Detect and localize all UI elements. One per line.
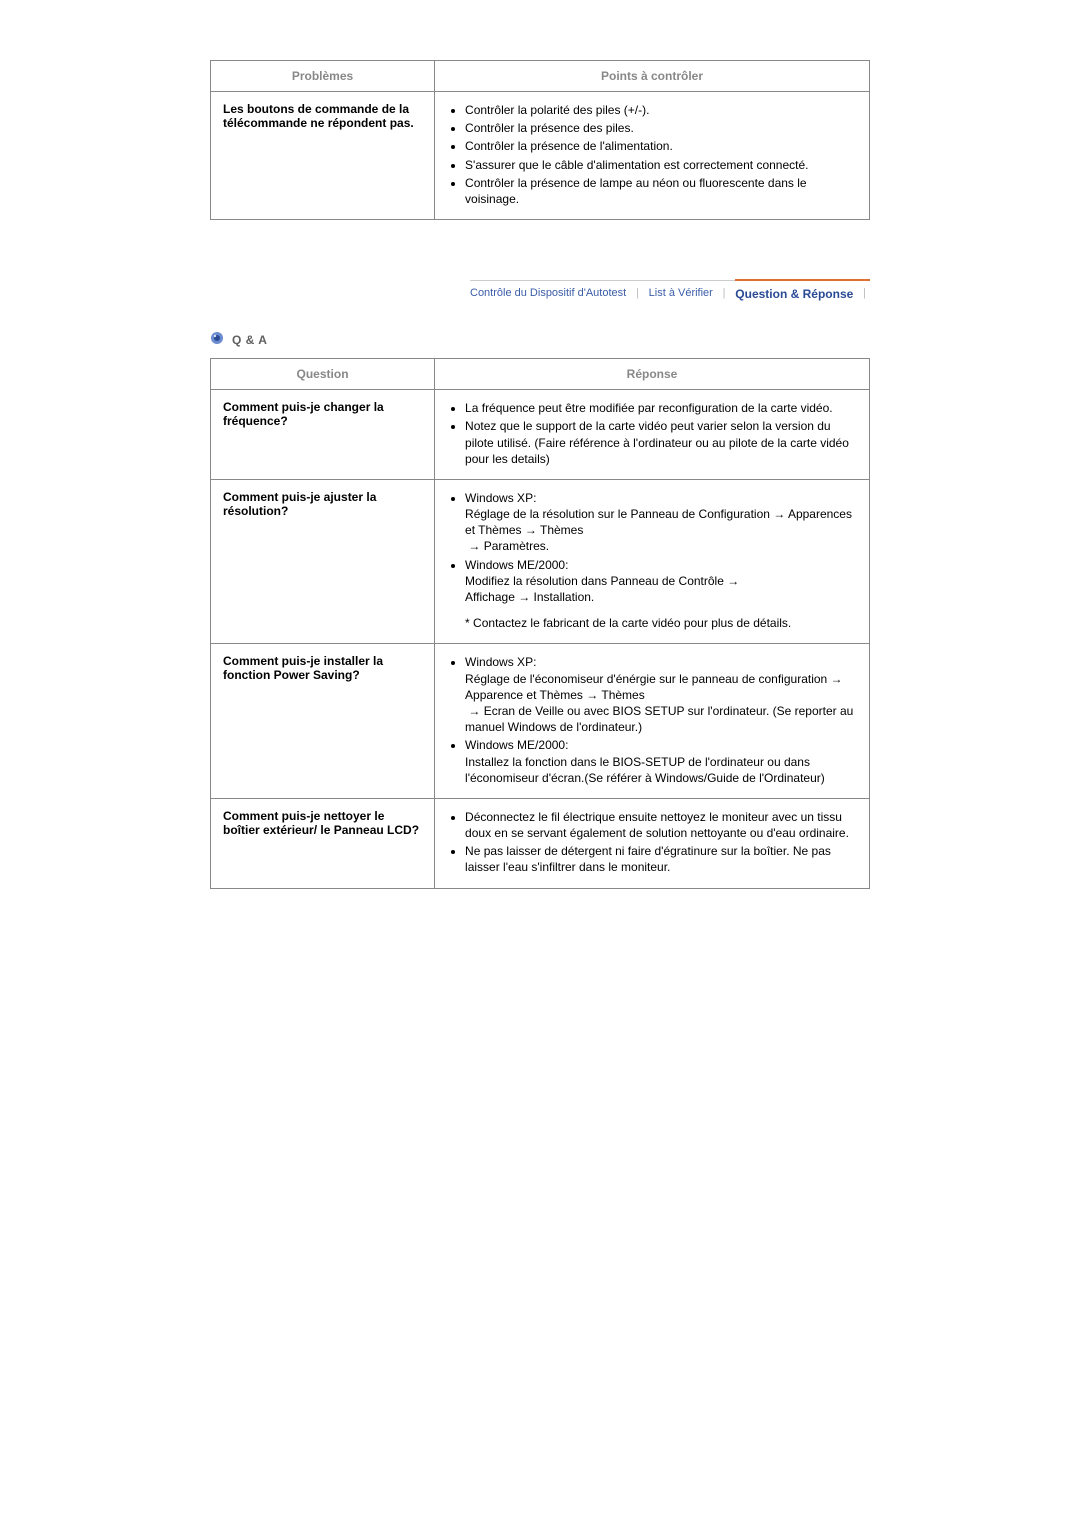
header-answer: Réponse [435, 359, 870, 390]
text-fragment: Réglage de l'économiseur d'énérgie sur l… [465, 672, 831, 686]
arrow-icon: → [468, 539, 480, 553]
points-cell: Contrôler la polarité des piles (+/-). C… [435, 92, 870, 220]
answer-list: Windows XP: Réglage de la résolution sur… [447, 490, 857, 632]
answer-cell: Windows XP: Réglage de la résolution sur… [435, 479, 870, 644]
problems-table: Problèmes Points à contrôler Les boutons… [210, 60, 870, 220]
arrow-icon: → [773, 507, 785, 521]
problem-cell: Les boutons de commande de la télécomman… [211, 92, 435, 220]
tab-nav: Contrôle du Dispositif d'Autotest | List… [210, 280, 870, 301]
list-item: Déconnectez le fil électrique ensuite ne… [465, 809, 857, 841]
os-label: Windows ME/2000: [465, 558, 568, 572]
nav-rule [470, 280, 870, 281]
text-fragment: Paramètres. [484, 539, 549, 553]
list-item: Notez que le support de la carte vidéo p… [465, 418, 857, 467]
list-item: Contrôler la présence de l'alimentation. [465, 138, 857, 154]
answer-text: Installez la fonction dans le BIOS-SETUP… [465, 755, 825, 785]
question-cell: Comment puis-je installer la fonction Po… [211, 644, 435, 799]
list-item: La fréquence peut être modifiée par reco… [465, 400, 857, 416]
list-item: Contrôler la présence des piles. [465, 120, 857, 136]
list-item: Contrôler la présence de lampe au néon o… [465, 175, 857, 207]
table-header-row: Problèmes Points à contrôler [211, 61, 870, 92]
active-tab-bar [735, 279, 870, 281]
section-header: Q & A [210, 331, 870, 348]
table-row: Comment puis-je changer la fréquence? La… [211, 390, 870, 480]
list-item: Ne pas laisser de détergent ni faire d'é… [465, 843, 857, 875]
list-item: Windows XP: Réglage de la résolution sur… [465, 490, 857, 555]
arrow-icon: → [518, 590, 530, 604]
question-cell: Comment puis-je nettoyer le boîtier exté… [211, 798, 435, 888]
list-item: Contrôler la polarité des piles (+/-). [465, 102, 857, 118]
arrow-icon: → [525, 523, 537, 537]
arrow-icon: → [468, 704, 480, 718]
answer-list: Déconnectez le fil électrique ensuite ne… [447, 809, 857, 876]
text-fragment: Modifiez la résolution dans Panneau de C… [465, 574, 727, 588]
arrow-icon: → [727, 574, 739, 588]
text-fragment: Thèmes [601, 688, 644, 702]
list-item: S'assurer que le câble d'alimentation es… [465, 157, 857, 173]
table-row: Comment puis-je installer la fonction Po… [211, 644, 870, 799]
text-fragment: Thèmes [540, 523, 583, 537]
table-row: Comment puis-je nettoyer le boîtier exté… [211, 798, 870, 888]
answer-cell: Déconnectez le fil électrique ensuite ne… [435, 798, 870, 888]
answer-list: Windows XP: Réglage de l'économiseur d'é… [447, 654, 857, 786]
nav-separator: | [719, 287, 730, 301]
question-cell: Comment puis-je ajuster la résolution? [211, 479, 435, 644]
qa-table: Question Réponse Comment puis-je changer… [210, 358, 870, 889]
nav-separator: | [859, 287, 870, 301]
tab-qa[interactable]: Question & Réponse [735, 287, 853, 301]
text-fragment: Installation. [534, 590, 595, 604]
points-list: Contrôler la polarité des piles (+/-). C… [447, 102, 857, 207]
nav-separator: | [632, 287, 643, 301]
section-title: Q & A [232, 333, 267, 347]
os-label: Windows XP: [465, 491, 536, 505]
answer-text: Réglage de la résolution sur le Panneau … [465, 507, 852, 553]
text-fragment: Affichage [465, 590, 518, 604]
text-fragment: Ecran de Veille ou avec BIOS SETUP sur l… [465, 704, 853, 734]
answer-text: Réglage de l'économiseur d'énérgie sur l… [465, 672, 853, 735]
arrow-icon: → [586, 688, 598, 702]
list-item: Windows XP: Réglage de l'économiseur d'é… [465, 654, 857, 735]
table-row: Les boutons de commande de la télécomman… [211, 92, 870, 220]
bullet-icon [210, 331, 224, 348]
tab-checklist[interactable]: List à Vérifier [649, 287, 713, 301]
os-label: Windows XP: [465, 655, 536, 669]
header-points: Points à contrôler [435, 61, 870, 92]
answer-text: Modifiez la résolution dans Panneau de C… [465, 574, 739, 604]
list-item: Windows ME/2000: Installez la fonction d… [465, 737, 857, 786]
question-cell: Comment puis-je changer la fréquence? [211, 390, 435, 480]
tab-autotest[interactable]: Contrôle du Dispositif d'Autotest [470, 287, 626, 301]
text-fragment: Apparence et Thèmes [465, 688, 586, 702]
header-question: Question [211, 359, 435, 390]
list-item: Windows ME/2000: Modifiez la résolution … [465, 557, 857, 632]
os-label: Windows ME/2000: [465, 738, 568, 752]
table-row: Comment puis-je ajuster la résolution? W… [211, 479, 870, 644]
answer-cell: Windows XP: Réglage de l'économiseur d'é… [435, 644, 870, 799]
header-problems: Problèmes [211, 61, 435, 92]
table-header-row: Question Réponse [211, 359, 870, 390]
answer-list: La fréquence peut être modifiée par reco… [447, 400, 857, 467]
answer-cell: La fréquence peut être modifiée par reco… [435, 390, 870, 480]
text-fragment: Réglage de la résolution sur le Panneau … [465, 507, 773, 521]
answer-note: * Contactez le fabricant de la carte vid… [465, 615, 857, 631]
arrow-icon: → [831, 672, 843, 686]
